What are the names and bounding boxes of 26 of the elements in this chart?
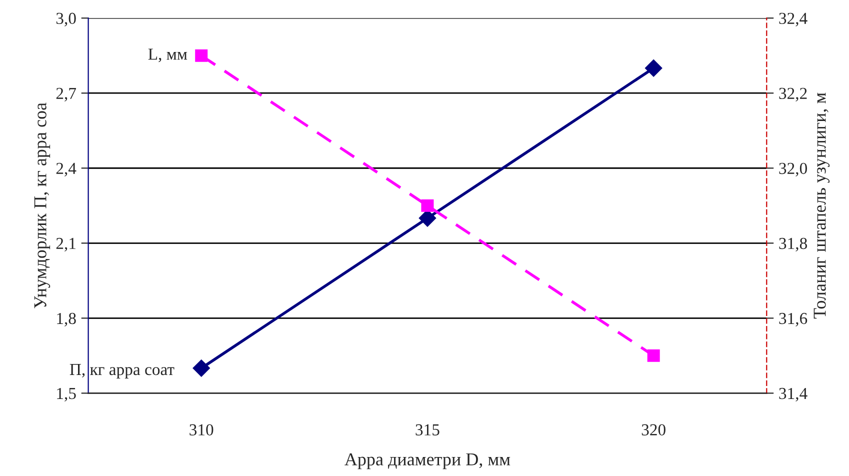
y2-tick-label: 32,2 xyxy=(779,88,807,102)
series-label: L, мм xyxy=(148,48,188,62)
x-tick-label: 320 xyxy=(642,424,666,436)
y2-tick-label: 31,4 xyxy=(779,388,808,402)
y-tick-label: 3,0 xyxy=(56,12,76,26)
y2-tick-label: 32,0 xyxy=(779,162,807,176)
y-tick-label: 1,8 xyxy=(57,312,76,327)
y-tick-label: 1,5 xyxy=(57,388,76,402)
y2-axis-title: Толаниг штапель узунлиги, м xyxy=(814,92,830,319)
x-tick-label: 310 xyxy=(190,424,214,436)
series-label: П, кг арра соат xyxy=(70,364,174,379)
point xyxy=(418,210,436,227)
y-tick-label: 2,7 xyxy=(56,88,76,102)
point xyxy=(421,199,434,212)
y-axis-title: Унумдорлик П, кг арра соа xyxy=(34,102,50,308)
point xyxy=(192,360,210,377)
y2-tick-label: 31,6 xyxy=(779,312,808,327)
point xyxy=(195,49,208,62)
y2-tick-label: 31,8 xyxy=(779,238,807,252)
point xyxy=(647,349,660,362)
y-tick-label: 2,4 xyxy=(56,162,76,176)
point xyxy=(645,60,662,77)
x-tick-label: 315 xyxy=(416,424,440,436)
y-tick-label: 2,1 xyxy=(56,238,76,252)
y2-tick-label: 32,4 xyxy=(779,12,808,26)
x-axis-title: Арра диаметри D, мм xyxy=(344,453,510,470)
